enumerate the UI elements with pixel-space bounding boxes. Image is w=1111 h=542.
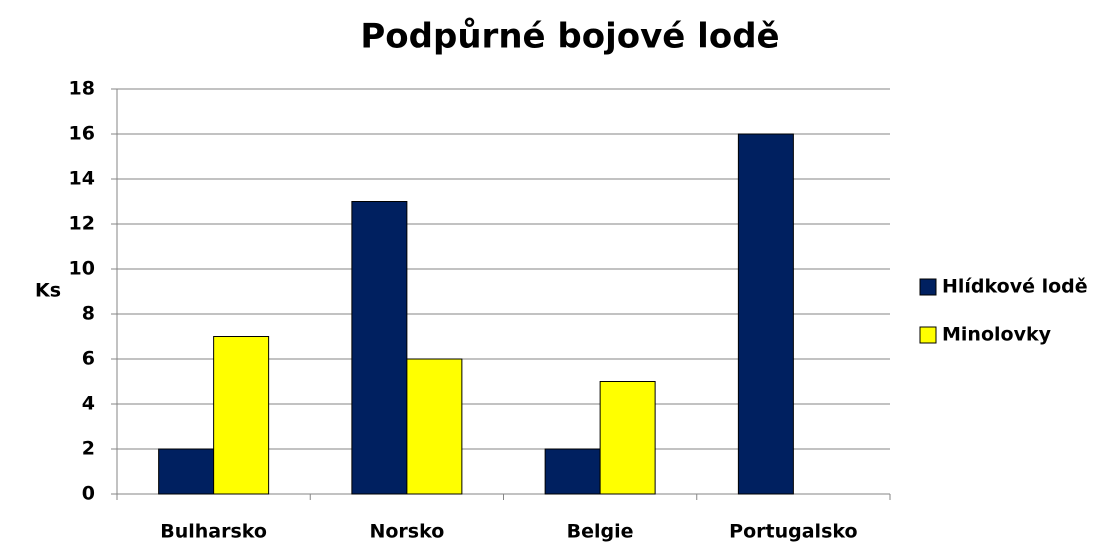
chart-title: Podpůrné bojové lodě <box>360 17 779 57</box>
x-tick-label: Belgie <box>567 521 634 542</box>
x-tick-label: Portugalsko <box>729 521 857 542</box>
y-tick-label: 14 <box>69 168 95 190</box>
y-tick-label: 4 <box>82 393 95 415</box>
bar <box>213 336 270 495</box>
y-axis-label: Ks <box>35 280 61 302</box>
bar <box>351 201 408 495</box>
y-tick-label: 12 <box>69 213 95 235</box>
legend-label: Minolovky <box>942 324 1052 346</box>
bar <box>406 358 463 495</box>
y-tick-label: 18 <box>69 78 95 100</box>
y-tick-label: 6 <box>82 348 95 370</box>
y-tick-label: 16 <box>69 123 95 145</box>
bar <box>737 133 794 495</box>
bar <box>544 448 601 495</box>
y-tick-label: 8 <box>82 303 95 325</box>
legend-swatch <box>919 278 937 296</box>
legend-swatch <box>919 326 937 344</box>
legend-label: Hlídkové lodě <box>942 276 1088 298</box>
y-tick-label: 0 <box>82 483 95 505</box>
y-tick-label: 2 <box>82 438 95 460</box>
y-tick-label: 10 <box>69 258 95 280</box>
x-tick-label: Bulharsko <box>160 521 267 542</box>
bar <box>158 448 215 495</box>
x-tick-label: Norsko <box>369 521 444 542</box>
bar <box>599 381 656 495</box>
